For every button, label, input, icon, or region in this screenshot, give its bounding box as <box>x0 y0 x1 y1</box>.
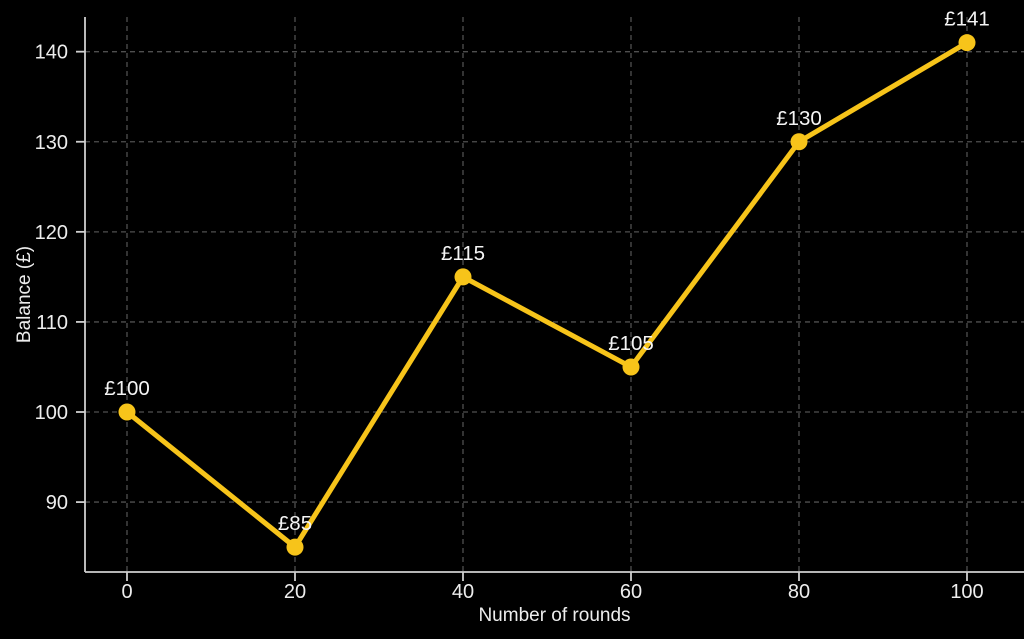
data-point-marker <box>790 133 808 151</box>
x-tick-label: 60 <box>620 581 642 603</box>
label-layer: £100 £85 £115 £105 £130 £141 <box>104 8 990 535</box>
data-point-marker <box>454 268 472 286</box>
y-tick-label: 100 <box>35 402 68 424</box>
x-tick-label: 40 <box>452 581 474 603</box>
x-tick-label: 0 <box>121 581 132 603</box>
x-tick-label: 20 <box>284 581 306 603</box>
grid-layer <box>85 17 1024 572</box>
data-point-label: £100 <box>104 377 150 400</box>
data-point-marker <box>622 358 640 376</box>
data-point-label: £85 <box>278 512 312 535</box>
data-point-marker <box>118 403 136 421</box>
y-tick-label: 130 <box>35 132 68 154</box>
series-layer <box>118 34 976 556</box>
axis-layer: 90 100 110 120 130 140 0 20 40 60 80 100 Number of r… <box>14 17 1024 626</box>
x-tick-label: 100 <box>950 581 983 603</box>
data-point-label: £130 <box>776 107 822 130</box>
y-axis-title: Balance (£) <box>14 246 35 343</box>
y-tick-label: 90 <box>46 492 68 514</box>
data-point-label: £115 <box>441 242 485 265</box>
series-line-balance <box>124 40 970 550</box>
data-point-label: £141 <box>944 8 990 31</box>
data-point-label: £105 <box>608 332 654 355</box>
y-tick-label: 110 <box>36 312 68 334</box>
x-tick-label: 80 <box>788 581 810 603</box>
y-tick-label: 120 <box>35 222 68 244</box>
x-axis-title: Number of rounds <box>478 605 630 626</box>
data-point-marker <box>958 34 976 52</box>
data-point-marker <box>286 538 304 556</box>
y-tick-label: 140 <box>35 42 68 64</box>
